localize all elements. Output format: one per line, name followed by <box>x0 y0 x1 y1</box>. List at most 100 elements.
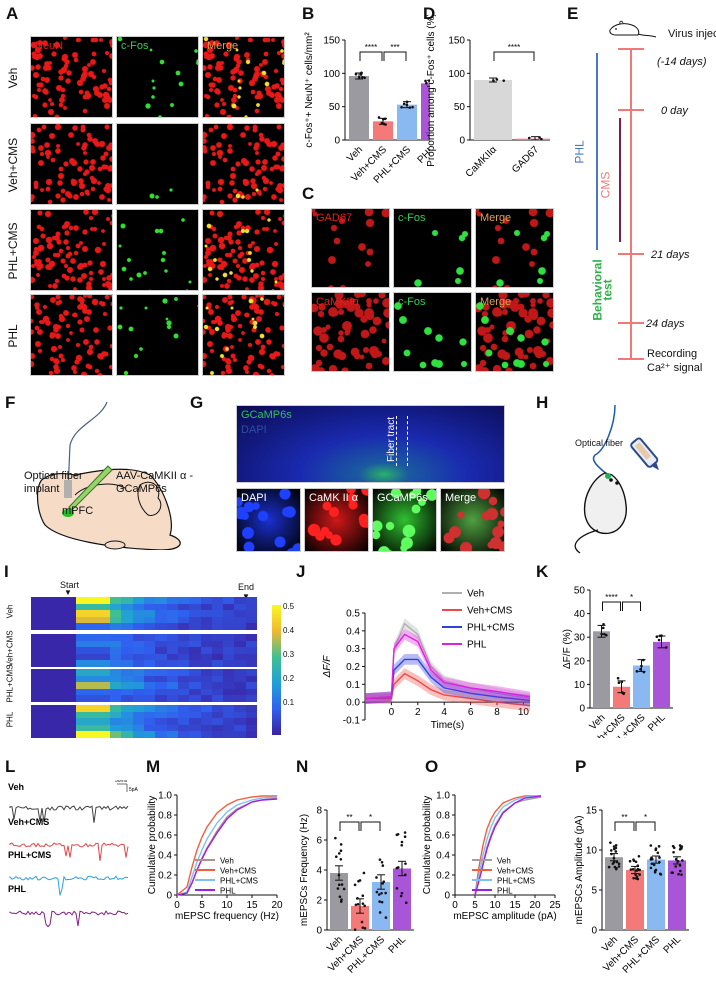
svg-text:Veh: Veh <box>8 782 24 792</box>
micrograph-c-2-0: Merge <box>475 208 554 288</box>
panel-label-l: L <box>5 757 16 776</box>
micrograph-g-2-label: GCaMP6s <box>377 492 428 504</box>
timeline-e <box>596 20 657 360</box>
svg-text:**: ** <box>621 813 627 822</box>
micrograph-a-0-3 <box>30 294 113 376</box>
svg-text:15: 15 <box>586 806 598 817</box>
timeline-day21: 21 days <box>651 249 690 261</box>
micrograph-c-1-1-label: c-Fos <box>398 296 426 308</box>
colorbar-tick: 0.2 <box>283 674 295 683</box>
timeline-day24: 24 days <box>646 318 685 330</box>
svg-text:25: 25 <box>549 900 561 911</box>
timeline-cms-label: CMS <box>598 171 613 199</box>
virus-label-2: GCaMP6s <box>116 483 167 495</box>
svg-text:0.2: 0.2 <box>158 871 172 882</box>
mpfc-label: mPFC <box>62 505 94 517</box>
svg-text:PHL+CMS: PHL+CMS <box>467 623 515 634</box>
svg-text:0: 0 <box>579 704 585 715</box>
svg-text:0: 0 <box>166 891 172 902</box>
fiber-tract-label: Fiber tract <box>386 416 398 463</box>
svg-text:*: * <box>369 813 372 822</box>
svg-text:PHL: PHL <box>220 887 236 896</box>
svg-text:****: **** <box>365 43 377 52</box>
svg-text:0: 0 <box>334 136 340 147</box>
svg-text:-0.1: -0.1 <box>343 716 361 727</box>
svg-text:5: 5 <box>472 900 478 911</box>
svg-text:10: 10 <box>518 707 530 718</box>
svg-text:2: 2 <box>415 707 421 718</box>
svg-text:150: 150 <box>323 36 340 47</box>
svg-text:ΔF/F: ΔF/F <box>322 655 333 679</box>
timeline-minus14: (-14 days) <box>657 56 707 68</box>
svg-text:10: 10 <box>586 846 598 857</box>
svg-text:**: ** <box>346 813 352 822</box>
mouse-fiber-schematic-h <box>574 405 660 554</box>
panel-label-n: N <box>296 757 309 776</box>
svg-text:PHL: PHL <box>646 712 668 734</box>
start-arrow-icon: ▼ <box>64 588 72 597</box>
heatmap-end-label: End <box>238 582 255 592</box>
svg-text:8: 8 <box>316 806 322 817</box>
svg-text:Veh: Veh <box>497 857 511 866</box>
colorbar-tick: 0.4 <box>283 626 295 635</box>
panel-label-b: B <box>302 4 315 23</box>
svg-text:Veh: Veh <box>467 589 484 600</box>
svg-text:PHL: PHL <box>497 887 513 896</box>
svg-text:ΔF/F (%): ΔF/F (%) <box>562 629 573 669</box>
svg-text:0: 0 <box>452 900 458 911</box>
svg-text:GAD67: GAD67 <box>510 144 541 175</box>
micrograph-a-1-0: c-Fos <box>116 36 199 118</box>
micrograph-a-2-0: Merge <box>202 36 285 118</box>
svg-text:0: 0 <box>459 136 465 147</box>
panel-label-h: H <box>536 393 549 412</box>
svg-text:50: 50 <box>454 102 466 113</box>
svg-text:0: 0 <box>316 926 322 937</box>
svg-text:0.4: 0.4 <box>346 626 360 637</box>
svg-text:150: 150 <box>448 36 465 47</box>
timeline-phl-label: PHL <box>572 140 587 164</box>
svg-text:10: 10 <box>489 900 501 911</box>
brain-schematic-f <box>36 401 181 550</box>
svg-text:0.4: 0.4 <box>158 851 172 862</box>
heatmap-row-label: PHL <box>5 711 15 728</box>
micrograph-a-1-2 <box>116 209 199 291</box>
panel-label-o: O <box>425 757 439 776</box>
panel-label-m: M <box>146 757 161 776</box>
micrograph-a-1-0-label: c-Fos <box>121 40 149 52</box>
svg-text:0.0: 0.0 <box>346 698 360 709</box>
panel-label-f: F <box>5 393 16 412</box>
svg-text:6: 6 <box>468 707 474 718</box>
svg-text:0: 0 <box>444 891 450 902</box>
svg-text:30: 30 <box>574 633 586 644</box>
svg-text:mEPSC frequency (Hz): mEPSC frequency (Hz) <box>175 911 279 922</box>
svg-text:PHL: PHL <box>387 934 409 956</box>
svg-text:CaMKIIα: CaMKIIα <box>464 144 500 180</box>
micrograph-g-1-label: CaMK II α <box>309 492 359 504</box>
gcamp-label: GCaMP6s <box>241 409 292 421</box>
svg-text:Veh+CMS: Veh+CMS <box>8 817 49 827</box>
svg-text:0: 0 <box>591 926 597 937</box>
svg-text:*: * <box>630 593 633 602</box>
svg-text:5pA: 5pA <box>129 787 139 793</box>
svg-text:10: 10 <box>221 900 233 911</box>
panel-label-e: E <box>567 4 579 23</box>
panel-a-row-label: Veh+CMS <box>6 137 20 193</box>
panel-label-g: G <box>190 393 204 412</box>
micrograph-g-0: DAPI <box>236 488 301 552</box>
panel-a-row-label: PHL <box>6 324 20 348</box>
svg-text:*: * <box>644 813 647 822</box>
svg-text:mEPSCs Amplitude (pA): mEPSCs Amplitude (pA) <box>574 816 585 925</box>
svg-text:5: 5 <box>591 886 597 897</box>
panel-label-d: D <box>423 4 436 23</box>
svg-text:2: 2 <box>316 896 322 907</box>
svg-text:50: 50 <box>574 586 586 597</box>
micrograph-c-0-1: CaMKIIα <box>311 292 390 372</box>
svg-text:0.5: 0.5 <box>346 609 360 620</box>
svg-text:Cumulative probability: Cumulative probability <box>422 796 433 894</box>
panel-label-k: K <box>536 562 549 581</box>
svg-text:PHL+CMS: PHL+CMS <box>8 850 51 860</box>
micrograph-c-2-0-label: Merge <box>480 212 512 224</box>
